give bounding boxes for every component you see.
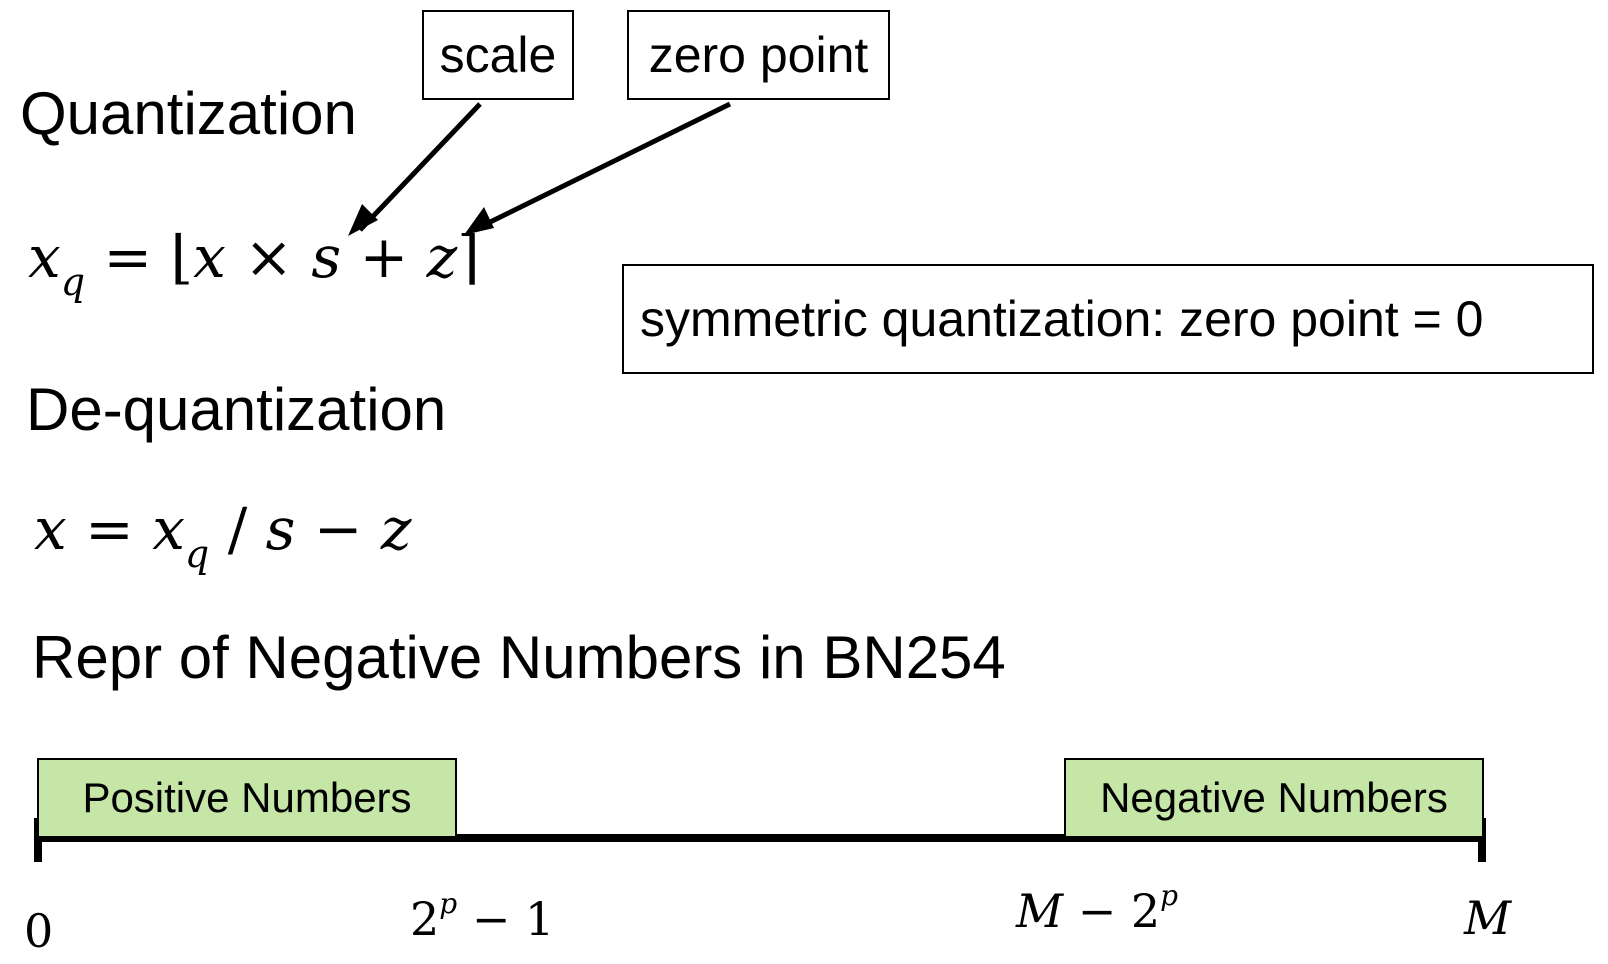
- formula-floor: ⌊: [170, 223, 194, 291]
- deq-div: /: [227, 495, 248, 563]
- deq-s: s: [265, 495, 296, 563]
- scale-label-box: scale: [422, 10, 574, 100]
- formula-ceil: ⌉: [457, 223, 480, 291]
- scale-label: scale: [439, 27, 557, 83]
- tick-neg-exp: p: [1160, 879, 1179, 912]
- tick-neg-mid: − 2: [1063, 884, 1161, 938]
- formula-eq: =: [103, 223, 153, 291]
- formula-lhs-sub: q: [60, 260, 86, 304]
- negative-numbers-label: Negative Numbers: [1100, 774, 1448, 821]
- deq-eq: =: [85, 495, 134, 563]
- tick-zero: 0: [24, 904, 54, 958]
- symmetric-note-box: symmetric quantization: zero point = 0: [622, 264, 1594, 374]
- tick-pos-rest: − 1: [457, 892, 555, 946]
- formula-z: z: [426, 223, 458, 291]
- tick-end-M: M: [1464, 891, 1512, 945]
- scale-arrowhead: [348, 204, 378, 236]
- zero-point-arrow: [476, 101, 732, 231]
- deq-z: z: [380, 495, 412, 563]
- dequantization-formula: x = xq / s − z: [34, 500, 411, 573]
- positive-numbers-region: Positive Numbers: [37, 758, 457, 838]
- dequantization-heading: De-quantization: [26, 376, 447, 443]
- deq-xq: x: [152, 495, 185, 563]
- tick-pos-exp: p: [439, 887, 458, 920]
- zero-point-label-box: zero point: [627, 10, 890, 100]
- formula-times: ×: [244, 223, 293, 291]
- negative-numbers-region: Negative Numbers: [1064, 758, 1484, 838]
- deq-minus: −: [313, 495, 363, 563]
- deq-xq-sub: q: [184, 532, 210, 576]
- tick-neg-M: M: [1016, 884, 1064, 938]
- tick-end: M: [1464, 895, 1511, 941]
- formula-lhs: x: [28, 223, 61, 291]
- formula-s: s: [311, 223, 342, 291]
- quantization-heading: Quantization: [20, 80, 357, 147]
- positive-numbers-label: Positive Numbers: [82, 774, 412, 821]
- formula-x: x: [193, 223, 226, 291]
- symmetric-note: symmetric quantization: zero point = 0: [640, 291, 1484, 347]
- tick-negative-start: M − 2p: [1016, 879, 1179, 935]
- deq-lhs: x: [34, 495, 67, 563]
- zero-point-arrowhead: [464, 207, 494, 235]
- negatives-heading: Repr of Negative Numbers in BN254: [32, 624, 1006, 691]
- quantization-formula: xq = ⌊x × s + z⌉: [28, 228, 480, 301]
- formula-plus: +: [359, 223, 409, 291]
- scale-arrow: [358, 102, 482, 232]
- zero-point-label: zero point: [648, 27, 869, 83]
- tick-positive-end: 2p − 1: [410, 887, 554, 943]
- tick-pos-base: 2: [410, 892, 440, 946]
